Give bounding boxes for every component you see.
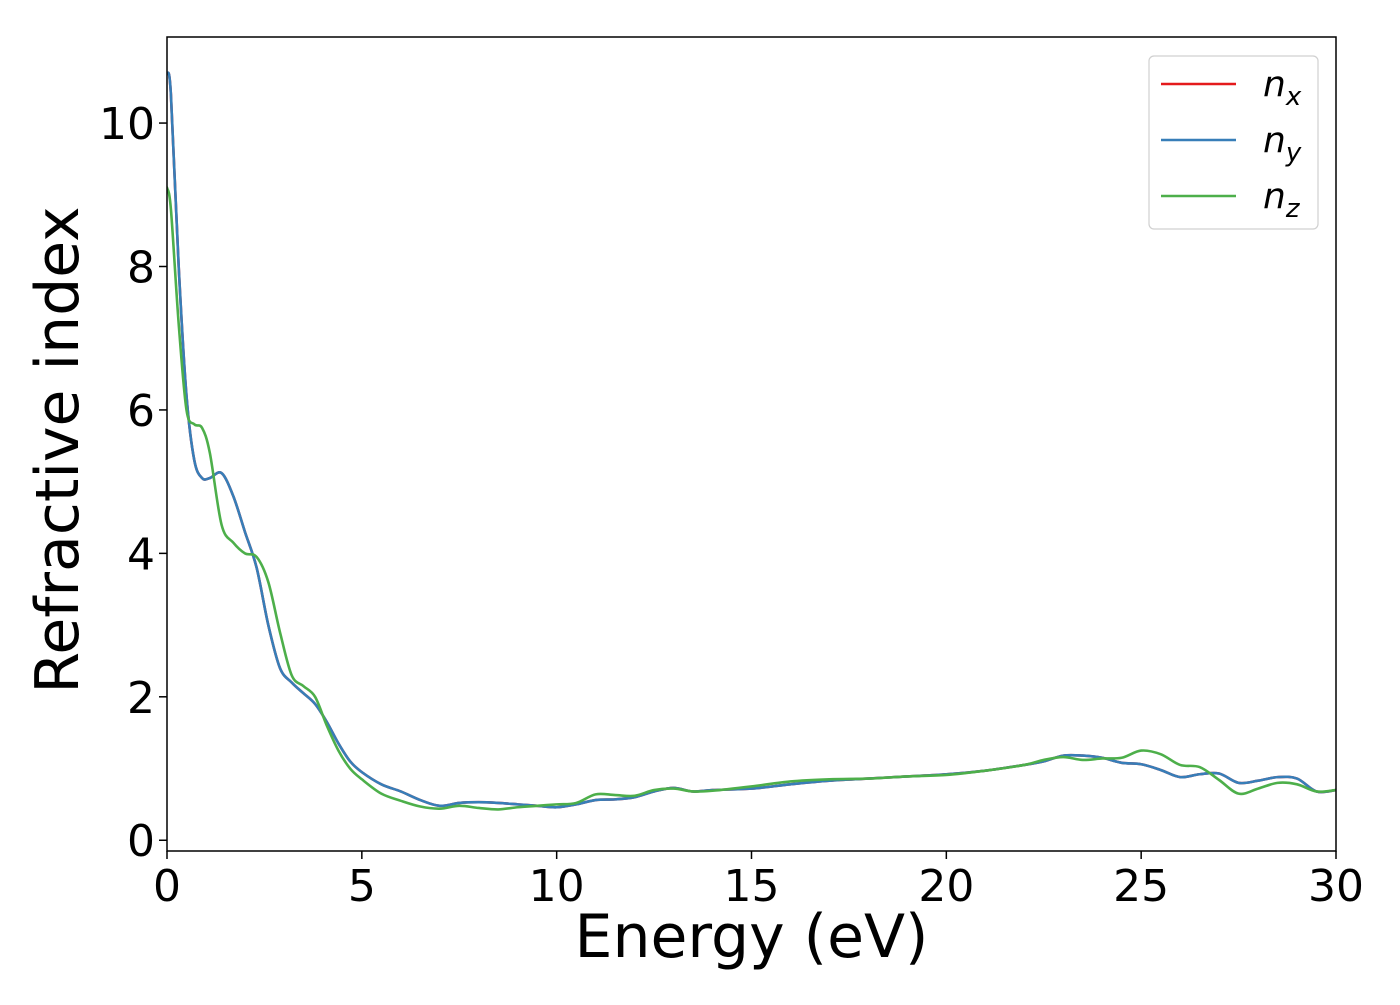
x-tick-label: 5 <box>348 861 376 912</box>
y-tick-label: 10 <box>99 99 155 150</box>
x-tick-label: 0 <box>153 861 181 912</box>
series-line-nz <box>167 186 1336 811</box>
x-tick-label: 30 <box>1308 861 1364 912</box>
legend-label-ny: ny <box>1263 120 1302 168</box>
y-tick-label: 6 <box>127 386 155 437</box>
y-tick-label: 0 <box>127 816 155 867</box>
y-tick-label: 4 <box>127 529 155 580</box>
x-tick-label: 10 <box>529 861 585 912</box>
x-tick-label: 25 <box>1113 861 1169 912</box>
legend-label-nx: nx <box>1263 64 1302 112</box>
y-axis-ticks: 0 2 4 6 8 10 <box>99 99 167 867</box>
y-axis-label: Refractive index <box>23 206 93 693</box>
legend-box <box>1148 55 1319 230</box>
series-line-ny <box>167 71 1336 809</box>
x-tick-label: 20 <box>918 861 974 912</box>
y-tick-label: 2 <box>127 673 155 724</box>
series-layer <box>167 71 1336 811</box>
x-axis-ticks: 0 5 10 15 20 25 30 <box>153 851 1364 912</box>
legend-label-nz: nz <box>1263 176 1301 224</box>
x-tick-label: 15 <box>724 861 780 912</box>
x-axis-label: Energy (eV) <box>575 902 929 972</box>
legend: nx ny nz <box>1148 55 1319 230</box>
y-tick-label: 8 <box>127 242 155 293</box>
